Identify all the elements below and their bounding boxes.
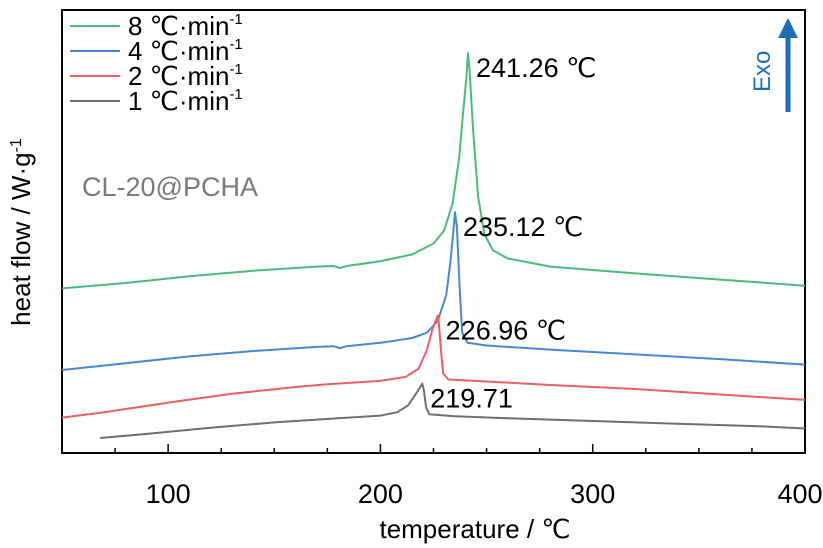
legend-entry-3: 1 ℃·min-1 [128, 86, 243, 116]
legend-entry-1: 4 ℃·min-1 [128, 36, 243, 66]
series-line-1 [62, 211, 805, 371]
x-tick-label: 400 [777, 479, 822, 509]
y-axis-title-sup: -1 [8, 138, 25, 152]
peak-label-3: 219.71 [430, 384, 513, 414]
peak-label-0: 241.26 ℃ [476, 53, 596, 83]
exo-arrow-head [778, 18, 798, 38]
series-line-0 [62, 52, 805, 290]
legend-entry-0: 8 ℃·min-1 [128, 11, 243, 41]
legend-entry-2: 2 ℃·min-1 [128, 61, 243, 91]
y-axis-title-main: heat flow / W·g [6, 152, 36, 325]
peak-labels: 241.26 ℃ 235.12 ℃ 226.96 ℃ 219.71 [430, 53, 596, 413]
y-axis-title: heat flow / W·g-1 [6, 138, 36, 326]
peak-label-2: 226.96 ℃ [446, 316, 566, 346]
x-ticks: 100 200 300 400 [61, 444, 823, 509]
x-axis-title: temperature / ℃ [379, 514, 570, 544]
x-tick-label: 300 [570, 479, 615, 509]
exo-label: Exo [749, 51, 776, 92]
series-line-2 [62, 314, 805, 419]
x-tick-label: 100 [146, 479, 191, 509]
series-layer [62, 52, 805, 439]
legend: 8 ℃·min-14 ℃·min-12 ℃·min-11 ℃·min-1 [70, 11, 243, 116]
series-line-3 [100, 382, 805, 439]
x-tick-label: 200 [358, 479, 403, 509]
peak-label-1: 235.12 ℃ [463, 212, 583, 242]
exo-indicator: Exo [749, 18, 798, 112]
sample-label: CL-20@PCHA [82, 172, 258, 202]
